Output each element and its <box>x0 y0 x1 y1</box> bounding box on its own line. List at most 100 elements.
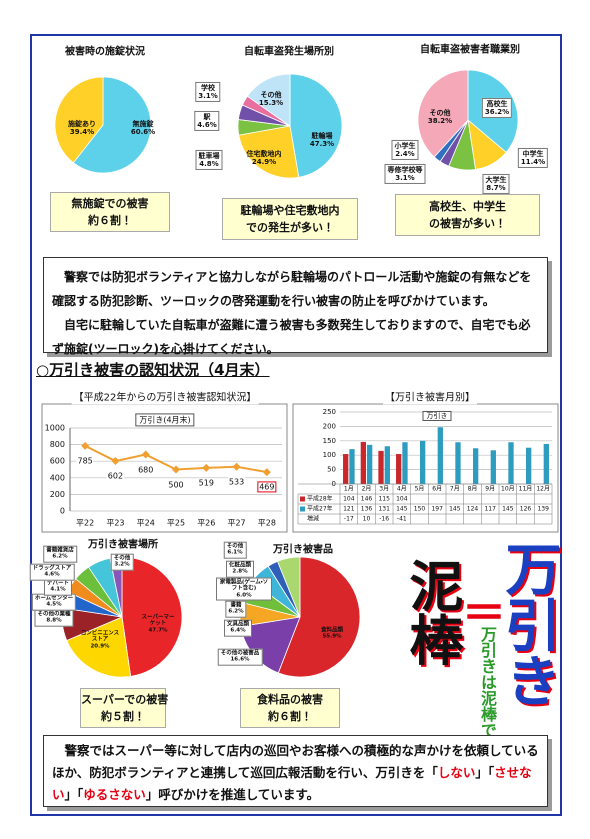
pie-label: 専修学校等 3.1% <box>384 163 426 185</box>
pie-label: 化粧品類 2.8% <box>225 560 255 578</box>
pie-label: その他 15.3% <box>259 91 283 107</box>
pie-label: ホームセンター 4.5% <box>31 593 77 611</box>
bar <box>490 450 496 484</box>
x-tick-label: 平24 <box>137 519 155 528</box>
table-value: -17 <box>344 516 354 523</box>
x-tick-label: 8月 <box>468 486 478 493</box>
value-label: 47.3% <box>309 140 335 148</box>
value-label: 36.2% <box>484 108 510 116</box>
value-label: 4.8% <box>199 160 219 168</box>
category-label: ホームセンター <box>34 595 74 602</box>
pie-label: その他の被害品 16.6% <box>217 648 263 666</box>
category-label: その他 <box>429 108 451 117</box>
data-marker <box>141 450 150 459</box>
pie-label: 書籍 6.2% <box>225 600 247 618</box>
bar <box>420 440 426 484</box>
pie-slice <box>238 125 300 179</box>
value-label: 60.6% <box>130 128 156 136</box>
x-tick-label: 2月 <box>362 486 372 493</box>
chart-title: 自転車盗発生場所別 <box>244 46 334 58</box>
category-label: 学校 <box>200 83 215 92</box>
data-marker <box>81 441 90 450</box>
poster-equals: ＝ <box>462 588 506 639</box>
pie-label: その他 3.2% <box>110 553 134 571</box>
value-label: 2.4% <box>395 150 415 158</box>
value-label: 6.2% <box>228 609 244 615</box>
annotation-text: スーパーでの被害 <box>81 693 169 706</box>
pie-label: コンビニエンスストア 20.9% <box>79 631 121 650</box>
x-tick-label: 平28 <box>258 519 276 528</box>
category-label: 駐車場 <box>198 151 220 160</box>
table-value: 197 <box>431 506 443 513</box>
value-label: 15.3% <box>258 99 284 107</box>
annotation-box: 食料品の被害 約６割！ <box>240 688 340 728</box>
annotation-box: スーパーでの被害 約５割！ <box>80 688 169 728</box>
pie-label: 住宅敷地内 24.9% <box>247 150 282 166</box>
value-label: 6.0% <box>236 592 252 599</box>
category-label: 書籍 <box>230 602 242 609</box>
category-label: 住宅敷地内 <box>246 149 282 158</box>
pie-label: その他の業種 8.8% <box>34 609 74 627</box>
pie-label: 駐輪場 47.3% <box>310 132 334 148</box>
x-tick-label: 5月 <box>415 486 425 493</box>
value-label: 8.8% <box>46 618 62 624</box>
pie-label: 駅 4.6% <box>194 110 220 132</box>
annotation-text: 高校生、中学生 <box>429 200 506 213</box>
annotation-box: 高校生、中学生 の被害が多い！ <box>395 194 540 236</box>
annotation-text: 駐輪場や住宅敷地内 <box>240 204 340 217</box>
category-label: 無施錠 <box>132 119 154 128</box>
bar <box>396 454 402 484</box>
legend-entry: 万引き(4月末) <box>135 413 195 427</box>
bar <box>349 449 355 484</box>
pie-slice <box>417 69 469 158</box>
data-label: 533 <box>227 477 246 487</box>
row-label: 増減 <box>307 515 319 523</box>
y-tick-label: 0 <box>60 507 65 516</box>
page-frame <box>30 34 562 816</box>
notice-text: しない <box>437 765 476 780</box>
table-value: 124 <box>467 506 479 513</box>
x-tick-label: 平27 <box>227 519 245 528</box>
pie-label: 大学生 8.7% <box>482 173 510 195</box>
annotation-text: 食料品の被害 <box>257 693 323 706</box>
pie-label: デパート 4.1% <box>43 578 73 596</box>
y-tick-label: 250 <box>323 408 336 416</box>
pie-label: 家電製品(ゲーム・ソフト含む) 6.0% <box>216 577 272 601</box>
value-label: 11.4% <box>520 158 546 166</box>
notice-text: 」「 <box>475 765 495 780</box>
value-label: 16.6% <box>230 657 250 663</box>
pie-slice <box>246 73 291 127</box>
value-label: 39.4% <box>69 128 95 136</box>
value-label: 38.2% <box>427 117 453 125</box>
y-tick-label: 150 <box>323 437 336 445</box>
category-label: 大学生 <box>485 175 507 184</box>
value-label: 2.8% <box>232 569 248 575</box>
pie-slice <box>72 76 152 174</box>
notice-paragraph: 自宅に駐輪していた自転車が盗難に遭う被害も多数発生しておりますので、自宅でも必ず… <box>52 318 531 356</box>
chart-title: 万引き被害場所 <box>88 539 158 551</box>
section-heading: ○万引き被害の認知状況（4月末） <box>36 361 270 379</box>
category-label: その他の業種 <box>37 611 71 618</box>
notice-paragraph: 警察では防犯ボランティアと協力しながら駐輪場のパトロール活動や施錠の有無などを確… <box>52 270 532 308</box>
category-label: 中学生 <box>522 149 544 158</box>
y-tick-label: 600 <box>50 457 65 466</box>
table-value: 126 <box>520 506 532 513</box>
poster-word: 泥棒 <box>400 558 463 666</box>
pie-slice <box>277 556 301 618</box>
category-label: その他 <box>113 555 131 562</box>
notice-text: ゆるさない <box>83 787 146 802</box>
annotation-text: 約６割！ <box>268 710 312 723</box>
category-label: コンビニエンスストア <box>80 630 120 643</box>
notice-box: 警察ではスーパー等に対して店内の巡回やお客様への積極的な声かけを依頼しているほか… <box>43 735 548 807</box>
pie-label: ドラッグストア 4.6% <box>29 563 75 581</box>
notice-text: 」呼びかけを推進しています。 <box>145 787 320 802</box>
annotation-box: 無施錠での被害 約６割！ <box>50 192 170 232</box>
x-tick-label: 11月 <box>519 486 533 493</box>
data-label: 500 <box>167 479 185 490</box>
value-label: 47.7% <box>148 627 168 634</box>
table-value: 145 <box>502 506 514 513</box>
data-marker <box>232 462 241 471</box>
table-value: 117 <box>484 506 496 513</box>
